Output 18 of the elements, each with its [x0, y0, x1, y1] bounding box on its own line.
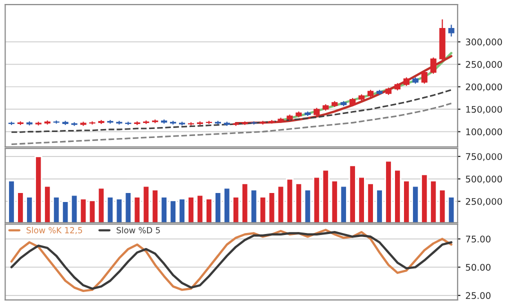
y-tick-label: 200,000 [466, 83, 502, 92]
y-tick-label: 150,000 [466, 106, 502, 114]
y-tick-label: 25.00 [466, 292, 490, 300]
y-tick-label: 250,000 [466, 198, 502, 206]
candlestick [421, 70, 428, 84]
y-tick-label: 250,000 [466, 61, 502, 69]
y-tick-label: 300,000 [466, 38, 502, 46]
y-tick-label: 750,000 [466, 153, 502, 161]
line-series [10, 89, 452, 133]
y-tick-label: 500,000 [466, 176, 502, 184]
legend-label: Slow %D 5 [116, 226, 160, 234]
candlestick [448, 24, 454, 37]
y-tick-label: 50.00 [466, 264, 490, 271]
candlestick [430, 57, 436, 74]
y-tick-label: 75.00 [466, 236, 490, 242]
y-tick-label: 100,000 [466, 128, 502, 136]
line-series [234, 55, 452, 124]
legend-label: Slow %K 12,5 [26, 226, 82, 234]
